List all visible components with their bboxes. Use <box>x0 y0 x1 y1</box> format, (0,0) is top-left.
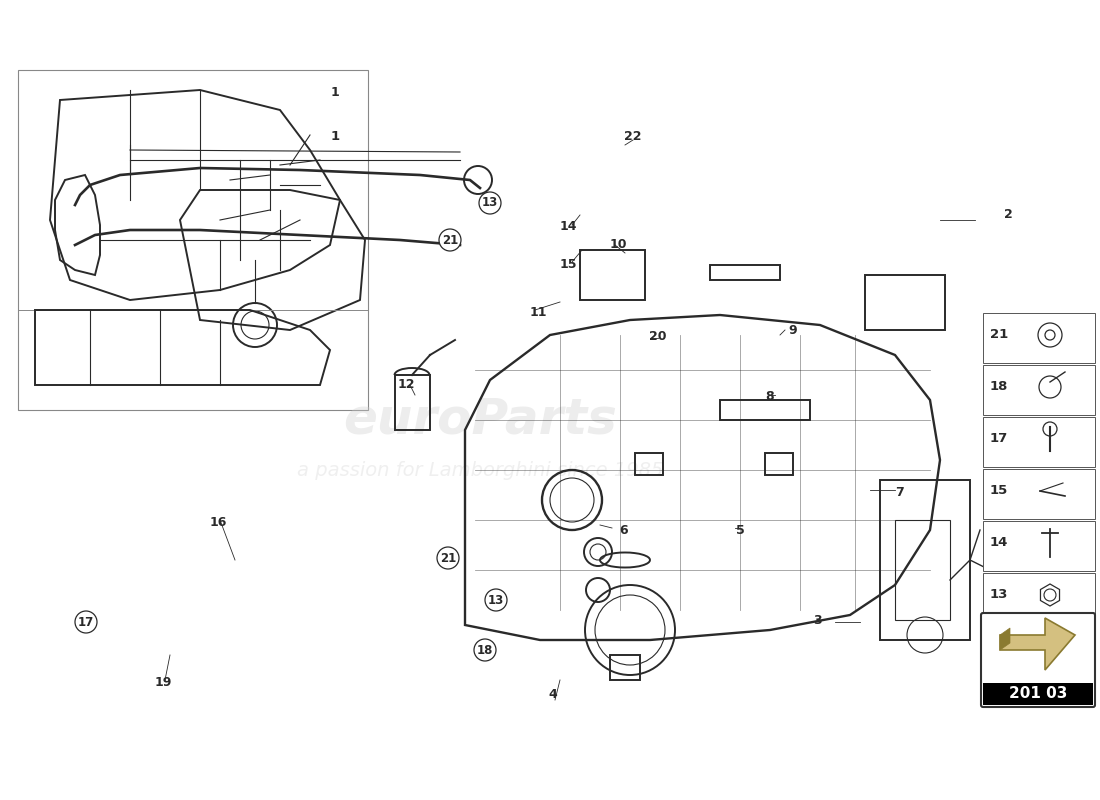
Text: 20: 20 <box>649 330 667 343</box>
Text: 12: 12 <box>397 378 415 391</box>
Bar <box>983 417 1094 467</box>
Text: 22: 22 <box>625 130 641 143</box>
Text: 21: 21 <box>440 551 456 565</box>
Bar <box>710 265 780 280</box>
Text: 18: 18 <box>990 381 1009 394</box>
Bar <box>895 520 950 620</box>
Text: 15: 15 <box>990 485 1009 498</box>
Bar <box>635 453 663 475</box>
Text: 14: 14 <box>990 537 1009 550</box>
Text: 10: 10 <box>609 238 627 251</box>
Text: 14: 14 <box>559 221 576 234</box>
Bar <box>610 655 640 680</box>
Text: 15: 15 <box>559 258 576 271</box>
Circle shape <box>437 547 459 569</box>
Text: 201 03: 201 03 <box>1009 686 1067 702</box>
Text: 5: 5 <box>736 523 745 537</box>
Text: 8: 8 <box>766 390 774 403</box>
Text: 21: 21 <box>442 234 458 246</box>
Text: 3: 3 <box>814 614 823 626</box>
Text: 6: 6 <box>619 523 628 537</box>
Bar <box>764 453 793 475</box>
Text: 17: 17 <box>990 433 1009 446</box>
Text: 4: 4 <box>549 689 558 702</box>
Text: 2: 2 <box>1003 209 1012 222</box>
Text: 11: 11 <box>529 306 547 318</box>
Bar <box>983 683 1093 705</box>
Text: 21: 21 <box>990 329 1009 342</box>
Text: 19: 19 <box>154 677 172 690</box>
Bar <box>720 400 810 420</box>
Circle shape <box>478 192 500 214</box>
Circle shape <box>439 229 461 251</box>
Bar <box>983 469 1094 519</box>
Text: euroParts: euroParts <box>343 396 617 444</box>
Bar <box>983 521 1094 571</box>
Polygon shape <box>1000 628 1010 650</box>
Bar <box>18 70 369 410</box>
Bar <box>983 573 1094 623</box>
Polygon shape <box>1000 618 1075 670</box>
Circle shape <box>75 611 97 633</box>
Text: 13: 13 <box>990 589 1009 602</box>
Text: 13: 13 <box>488 594 504 606</box>
Bar <box>580 250 645 300</box>
Bar <box>983 365 1094 415</box>
Circle shape <box>474 639 496 661</box>
Text: 18: 18 <box>476 643 493 657</box>
Circle shape <box>485 589 507 611</box>
Text: 1: 1 <box>331 86 340 98</box>
Bar <box>395 375 430 430</box>
Bar <box>983 313 1094 363</box>
Bar <box>865 275 945 330</box>
Text: 16: 16 <box>209 515 227 529</box>
Text: 1: 1 <box>330 130 340 143</box>
Text: 17: 17 <box>78 615 95 629</box>
Text: 7: 7 <box>895 486 904 498</box>
Text: 13: 13 <box>482 197 498 210</box>
Text: a passion for Lamborghini since 1985: a passion for Lamborghini since 1985 <box>297 461 663 479</box>
FancyBboxPatch shape <box>981 613 1094 707</box>
Bar <box>880 480 970 640</box>
Text: 9: 9 <box>789 323 797 337</box>
